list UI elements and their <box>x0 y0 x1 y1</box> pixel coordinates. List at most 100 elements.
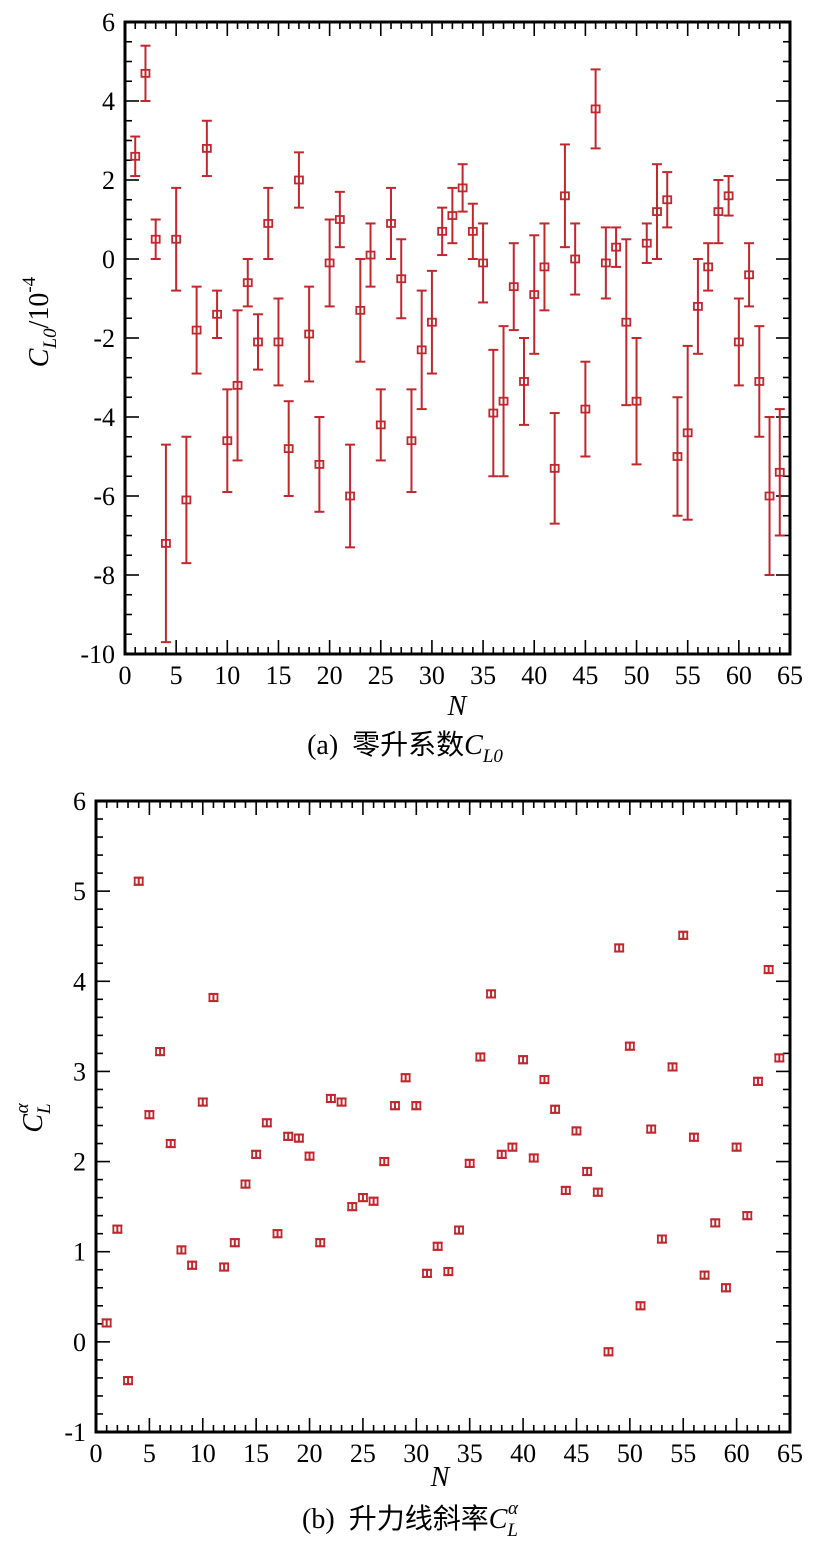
data-marker <box>432 1241 443 1251</box>
data-marker <box>191 325 202 335</box>
data-point <box>774 1053 785 1063</box>
data-marker <box>155 1047 165 1056</box>
chart-zero-lift-coefficient: 0 5 10 15 20 25 30 35 40 45 50 55 60 65 -10 -8 -6 -4 -2 0 2 4… <box>19 8 803 767</box>
y-tick-label: 0 <box>102 245 115 274</box>
data-point <box>580 360 591 458</box>
x-tick-label: 40 <box>521 661 547 690</box>
data-point <box>347 1202 358 1212</box>
x-tick-label: 65 <box>777 1439 803 1468</box>
data-point <box>754 325 765 438</box>
data-point <box>464 1158 475 1168</box>
x-tick-label: 20 <box>297 1439 323 1468</box>
data-point <box>641 222 652 264</box>
data-point <box>486 989 497 999</box>
data-point <box>240 1179 251 1189</box>
data-marker <box>571 1126 582 1136</box>
data-point <box>336 1097 347 1107</box>
data-point <box>621 238 632 407</box>
data-point <box>528 1153 539 1163</box>
data-point <box>389 1101 400 1111</box>
x-tick-label: 0 <box>90 1439 103 1468</box>
data-point <box>713 179 724 245</box>
data-point <box>488 348 499 478</box>
data-marker <box>488 408 499 418</box>
chart-caption: (a) 零升系数CL0 <box>307 729 503 767</box>
data-marker <box>703 262 714 272</box>
data-point <box>432 1241 443 1251</box>
y-tick-label: 4 <box>73 967 86 996</box>
data-marker <box>457 183 468 193</box>
data-point <box>406 388 417 494</box>
data-point <box>656 1234 667 1244</box>
data-point <box>133 876 144 886</box>
data-marker <box>678 930 689 940</box>
data-point <box>635 1301 646 1311</box>
data-marker <box>396 274 407 284</box>
data-point <box>263 186 274 260</box>
data-marks <box>101 876 785 1386</box>
tick-labels: 0 5 10 15 20 25 30 35 40 45 50 55 60 65 -10 -8 -6 -4 -2 0 2 4… <box>80 8 803 690</box>
data-point <box>600 226 611 300</box>
data-point <box>345 443 356 549</box>
data-point <box>144 1110 155 1120</box>
data-point <box>703 242 714 292</box>
data-marker <box>427 317 437 327</box>
x-tick-label: 45 <box>563 1439 589 1468</box>
data-marker <box>314 459 325 469</box>
data-point <box>261 1118 272 1128</box>
data-marker <box>222 436 233 446</box>
data-marker <box>379 1157 390 1166</box>
y-tick-label: 6 <box>73 787 86 816</box>
data-marker <box>518 1055 528 1065</box>
data-marker <box>347 1202 358 1212</box>
data-point <box>140 44 151 102</box>
plot-frame <box>123 20 792 656</box>
data-point <box>614 943 625 953</box>
data-point <box>603 1347 614 1357</box>
data-point <box>315 1238 326 1248</box>
data-point <box>171 186 182 292</box>
data-point <box>411 1101 422 1111</box>
data-point <box>688 1132 699 1142</box>
data-point <box>652 163 662 260</box>
data-marker <box>212 309 222 319</box>
data-marker <box>539 262 550 272</box>
data-point <box>662 171 673 229</box>
data-point <box>176 1245 187 1255</box>
data-marker <box>454 1225 464 1235</box>
y-tick-label: 6 <box>102 8 115 37</box>
data-marker <box>437 226 448 236</box>
data-point <box>304 285 315 383</box>
data-point <box>742 1211 753 1221</box>
data-point <box>304 1151 315 1161</box>
data-marker <box>656 1234 667 1244</box>
data-marker <box>528 1153 539 1163</box>
data-point <box>283 400 294 497</box>
data-point <box>130 135 141 178</box>
y-tick-label: -2 <box>93 324 115 353</box>
data-point <box>293 1133 304 1143</box>
data-marker <box>519 377 529 386</box>
x-tick-label: 50 <box>617 1439 643 1468</box>
data-point <box>774 408 785 537</box>
data-marker <box>176 1245 187 1255</box>
data-marker <box>416 345 427 355</box>
x-tick-label: 5 <box>143 1439 156 1468</box>
data-marker <box>486 989 496 999</box>
y-tick-label: -6 <box>93 482 115 511</box>
data-point <box>212 289 223 339</box>
data-point <box>123 1376 134 1386</box>
data-marker <box>187 1260 197 1270</box>
x-tick-label: 0 <box>119 661 132 690</box>
data-marker <box>614 943 625 953</box>
data-marker <box>272 1229 283 1239</box>
data-point <box>443 1266 454 1277</box>
data-marker <box>315 1238 326 1248</box>
data-point <box>590 68 601 150</box>
data-marker <box>208 993 219 1002</box>
data-point <box>539 222 550 312</box>
data-marker <box>294 175 304 185</box>
data-point <box>560 1185 571 1196</box>
data-point <box>365 222 376 288</box>
